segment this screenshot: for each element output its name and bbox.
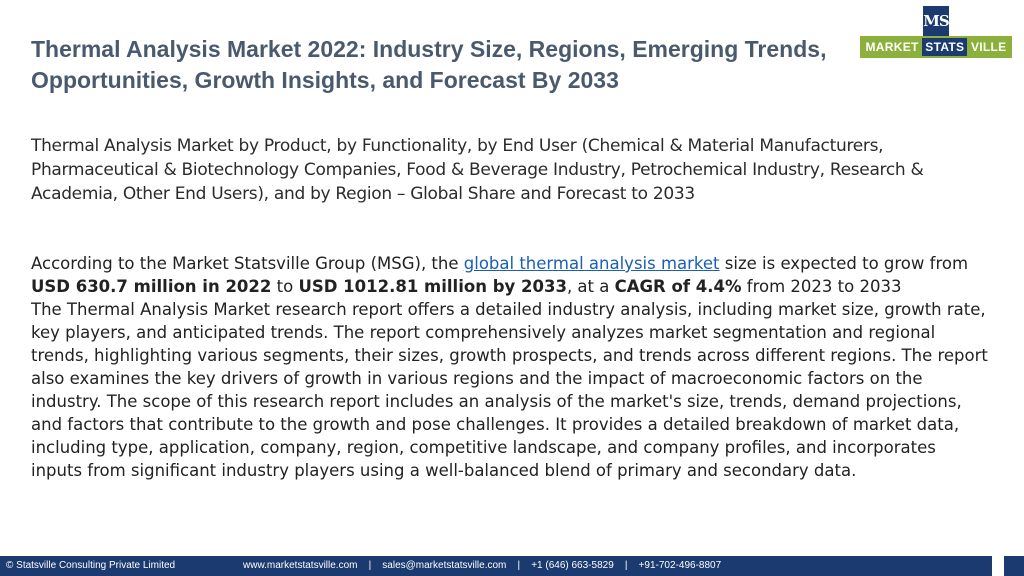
text-span: to (271, 277, 299, 296)
report-body: According to the Market Statsville Group… (31, 252, 991, 482)
cagr-value: CAGR of 4.4% (614, 277, 742, 296)
text-span: from 2023 to 2033 (741, 277, 902, 296)
market-statsville-logo[interactable]: MS MARKET STATS VILLE (860, 6, 1012, 62)
text-span: According to the Market Statsville Group… (31, 254, 464, 273)
global-thermal-analysis-market-link[interactable]: global thermal analysis market (463, 254, 720, 273)
logo-word-ville: VILLE (967, 40, 1007, 54)
logo-mark: MS (923, 6, 950, 36)
footer-bar: © Statsville Consulting Private Limited … (0, 556, 1024, 576)
report-description-paragraph: The Thermal Analysis Market research rep… (31, 300, 988, 480)
text-span: size is expected to grow from (719, 254, 969, 273)
page-title: Thermal Analysis Market 2022: Industry S… (31, 36, 827, 93)
text-span: , at a (566, 277, 615, 296)
market-size-paragraph: According to the Market Statsville Group… (31, 252, 991, 298)
footer-corner-mark (992, 556, 1004, 576)
report-subtitle: Thermal Analysis Market by Product, by F… (31, 136, 924, 204)
logo-word-stats: STATS (922, 38, 968, 56)
footer-contacts: www.marketstatsville.com | sales@markets… (243, 560, 722, 571)
value-2022: USD 630.7 million in 2022 (31, 277, 272, 296)
footer-company: © Statsville Consulting Private Limited (6, 560, 176, 571)
logo-wordmark: MARKET STATS VILLE (860, 36, 1012, 58)
value-2033: USD 1012.81 million by 2033 (298, 277, 567, 296)
logo-word-market: MARKET (865, 40, 923, 54)
